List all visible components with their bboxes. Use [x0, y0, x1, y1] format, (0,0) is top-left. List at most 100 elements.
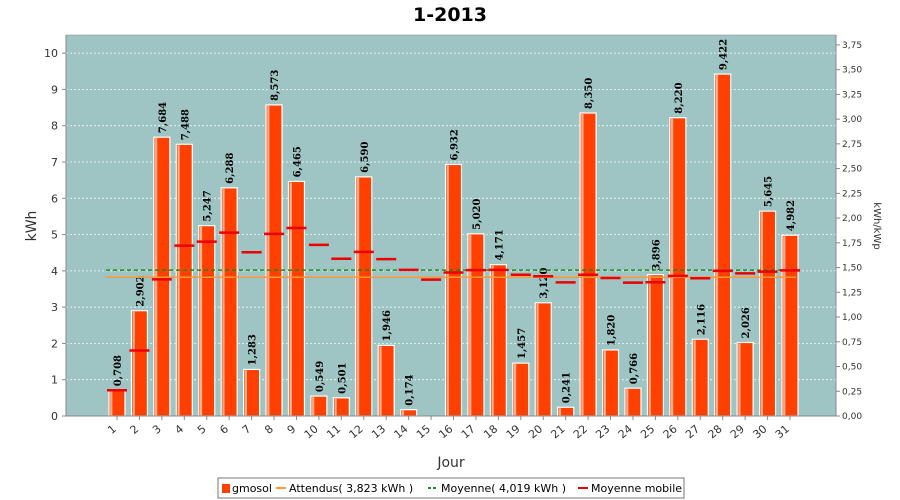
- bar: [175, 143, 193, 417]
- bar: [512, 362, 530, 417]
- y2-tick-label: 0,50: [842, 363, 862, 373]
- moving-average-markers: [107, 226, 800, 392]
- x-tick-label: 9: [285, 422, 299, 436]
- bar-value-label: 1,283: [248, 334, 259, 365]
- bar-value-label: 5,645: [764, 176, 775, 207]
- x-tick-label: 19: [504, 422, 523, 441]
- x-tick-label: 14: [391, 422, 410, 441]
- bar-highlight: [401, 410, 405, 416]
- bar-labels: 0,708 2,902 7,684 7,488 5,247 6,288 1,283 8,573…: [113, 39, 797, 406]
- bar-value-label: 1,457: [517, 328, 528, 359]
- bar-value-label: 3,120: [539, 267, 550, 298]
- bar-value-label: 4,982: [786, 200, 797, 231]
- bar-value-label: 0,241: [562, 372, 573, 403]
- bar-highlight: [514, 364, 517, 416]
- bar: [467, 233, 485, 417]
- x-tick-label: 10: [302, 422, 321, 441]
- bar-highlight: [783, 236, 786, 416]
- x-tick-label: 2: [128, 422, 142, 436]
- bar-highlight: [581, 114, 584, 416]
- y2-tick-label: 2,25: [842, 189, 862, 199]
- bar-value-label: 9,422: [719, 39, 730, 70]
- bar-value-label: 6,288: [225, 152, 236, 183]
- bar: [601, 349, 620, 417]
- bar-highlight: [289, 182, 292, 416]
- bar-value-label: 1,946: [382, 310, 393, 341]
- bar-value-label: 4,171: [494, 229, 505, 260]
- bar: [669, 117, 687, 417]
- bar-value-label: 6,465: [292, 146, 303, 177]
- x-tick-label: 11: [324, 422, 343, 441]
- x-tick-label: 26: [661, 422, 680, 441]
- bar-value-label: 7,488: [180, 109, 191, 140]
- bar-highlight: [603, 350, 606, 416]
- x-tick-label: 5: [195, 422, 209, 436]
- y2-tick-label: 3,25: [842, 90, 862, 100]
- bar-highlight: [738, 343, 741, 416]
- bar-value-label: 8,220: [674, 82, 685, 113]
- legend: gmosol Attendus( 3,823 kWh ) Moyenne( 4,…: [217, 477, 685, 499]
- bar: [534, 302, 552, 417]
- bar-value-label: 3,896: [651, 239, 662, 270]
- bar-highlight: [648, 275, 651, 416]
- y2-axis-label: kWh/kWp: [871, 202, 882, 249]
- y2-tick-label: 3,50: [842, 66, 862, 76]
- bar-value-label: 6,590: [360, 142, 371, 173]
- x-tick-label: 25: [638, 422, 657, 441]
- x-tick-label: 16: [436, 422, 455, 441]
- bar: [332, 397, 350, 417]
- bar-highlight: [244, 370, 247, 416]
- bar-highlight: [110, 391, 113, 416]
- bar: [265, 104, 283, 417]
- bar-value-label: 8,350: [584, 78, 595, 109]
- bar-value-label: 5,020: [472, 198, 483, 229]
- y2-tick-label: 1,25: [842, 288, 862, 298]
- x-tick-label: 20: [526, 422, 545, 441]
- y-tick-label: 0: [51, 410, 58, 423]
- bar-highlight: [536, 303, 539, 416]
- bar-highlight: [177, 145, 180, 416]
- y2-tick-label: 2,00: [842, 214, 862, 224]
- legend-label-moyenne: Moyenne( 4,019 kWh ): [441, 482, 566, 495]
- bar-highlight: [558, 408, 562, 416]
- x-tick-label: 8: [262, 422, 276, 436]
- y2-tick-label: 2,50: [842, 165, 862, 175]
- bar: [736, 341, 754, 417]
- bar: [579, 112, 597, 417]
- y-tick-label: 4: [51, 265, 58, 278]
- x-tick-label: 6: [217, 422, 231, 436]
- bar: [310, 395, 328, 417]
- y-tick-label: 8: [51, 120, 58, 133]
- x-tick-label: 4: [173, 422, 187, 436]
- y-tick-label: 1: [51, 374, 58, 387]
- bar: [198, 225, 216, 417]
- reference-lines: [106, 269, 796, 279]
- bar-value-label: 2,026: [741, 307, 752, 338]
- bar: [781, 234, 799, 417]
- bar: [444, 163, 463, 417]
- x-tick-label: 15: [414, 422, 433, 441]
- chart-title: 1-2013: [413, 4, 487, 26]
- x-tick-label: 22: [571, 422, 590, 441]
- bar-value-label: 6,932: [450, 129, 461, 160]
- x-tick-label: 17: [459, 422, 478, 441]
- bar-highlight: [715, 75, 719, 416]
- bar: [377, 344, 395, 417]
- bar-highlight: [693, 340, 696, 416]
- bar: [130, 310, 149, 417]
- y2-axis-ticks: 0,00 0,25 0,50 0,75 1,00 1,25 1,50 1,75 2,00 2,25…: [836, 41, 862, 422]
- bar: [400, 409, 418, 417]
- bar: [624, 387, 642, 417]
- bar-highlight: [199, 226, 203, 416]
- x-tick-label: 31: [773, 422, 792, 441]
- bar-value-label: 0,766: [629, 353, 640, 384]
- bar-value-label: 0,501: [337, 362, 348, 393]
- bar-highlight: [267, 105, 270, 416]
- y2-tick-label: 0,25: [842, 387, 862, 397]
- bar: [489, 264, 507, 417]
- legend-label-moyenne-mobile: Moyenne mobile: [591, 482, 682, 495]
- y-axis-ticks: 0 1 2 3 4 5 6 7 8 9 10: [44, 47, 66, 423]
- y-tick-label: 3: [51, 301, 58, 314]
- bar-highlight: [446, 165, 449, 416]
